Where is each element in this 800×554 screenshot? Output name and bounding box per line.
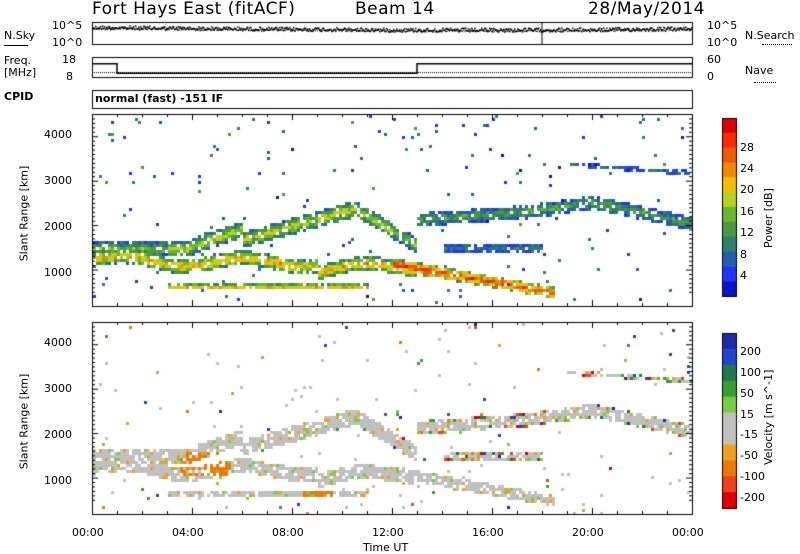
xtick-0400: 04:00 xyxy=(172,526,204,539)
power-ytick-3000: 3000 xyxy=(44,174,72,187)
xtick-2000: 20:00 xyxy=(572,526,604,539)
nave-dot-key xyxy=(754,82,776,83)
freq-tick-high: 18 xyxy=(62,53,76,66)
nsky-tick-low: 10^0 xyxy=(52,36,83,49)
power-cbar-tick-16: 16 xyxy=(740,205,754,218)
nsearch-tick-low: 10^0 xyxy=(707,36,738,49)
vel-ytick-2000: 2000 xyxy=(44,428,72,441)
xtick-0000: 00:00 xyxy=(72,526,104,539)
nave-tick-low: 0 xyxy=(707,70,714,83)
nsky-tick-high: 10^5 xyxy=(52,19,83,32)
vel-ytick-1000: 1000 xyxy=(44,474,72,487)
power-cbar-tick-24: 24 xyxy=(740,162,754,175)
nave-tick-high: 60 xyxy=(707,53,721,66)
vel-cbar-tick-m100: -100 xyxy=(740,470,765,483)
nsearch-label: N.Search xyxy=(745,29,795,42)
vel-cbar-tick-m15: -15 xyxy=(740,428,758,441)
power-cbar-tick-28: 28 xyxy=(740,141,754,154)
power-cbar-tick-12: 12 xyxy=(740,226,754,239)
xtick-1600: 16:00 xyxy=(472,526,504,539)
beam-title: Beam 14 xyxy=(355,0,435,19)
power-cbar-tick-8: 8 xyxy=(740,248,747,261)
power-cbar-tick-20: 20 xyxy=(740,183,754,196)
vel-cbar-tick-m200: -200 xyxy=(740,491,765,504)
xtick-1200: 12:00 xyxy=(372,526,404,539)
freq-label: Freq. xyxy=(4,54,32,67)
nsearch-dot-key xyxy=(762,44,792,45)
vel-cbar-tick-50: 50 xyxy=(740,387,754,400)
station-title: Fort Hays East (fitACF) xyxy=(92,0,296,19)
vel-ytick-3000: 3000 xyxy=(44,382,72,395)
power-cbar-label: Power [dB] xyxy=(762,188,775,248)
xtick-0800: 08:00 xyxy=(272,526,304,539)
vel-ytick-4000: 4000 xyxy=(44,336,72,349)
xlabel-time-ut: Time UT xyxy=(363,541,409,554)
vel-ylabel: Slant Range [km] xyxy=(17,373,31,470)
power-ytick-2000: 2000 xyxy=(44,220,72,233)
power-ytick-4000: 4000 xyxy=(44,128,72,141)
date-title: 28/May/2014 xyxy=(588,0,705,19)
cpid-mode: normal (fast) -151 IF xyxy=(95,92,224,105)
vel-cbar-label: Velocity [m s^-1] xyxy=(762,369,775,465)
power-ytick-1000: 1000 xyxy=(44,266,72,279)
vel-cbar-tick-100: 100 xyxy=(740,366,761,379)
nsky-line-key xyxy=(4,45,28,46)
freq-tick-low: 8 xyxy=(66,70,73,83)
nave-label: Nave xyxy=(745,64,774,77)
nsearch-tick-high: 10^5 xyxy=(707,19,738,32)
power-cbar-tick-4: 4 xyxy=(740,269,747,282)
vel-cbar-tick-15: 15 xyxy=(740,408,754,421)
vel-cbar-tick-m50: -50 xyxy=(740,449,758,462)
cpid-label: CPID xyxy=(4,90,34,103)
nsky-label: N.Sky xyxy=(4,29,36,42)
vel-cbar-tick-200: 200 xyxy=(740,345,761,358)
freq-unit-label: [MHz] xyxy=(4,66,37,79)
power-ylabel: Slant Range [km] xyxy=(17,165,31,262)
xtick-0000-end: 00:00 xyxy=(672,526,704,539)
